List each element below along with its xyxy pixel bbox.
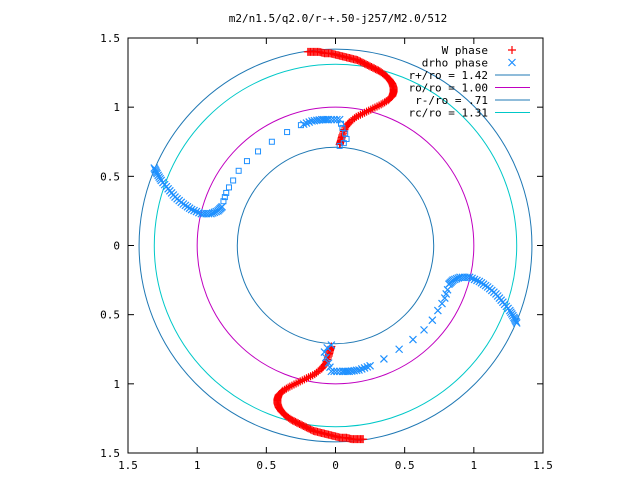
drho-phase-point bbox=[194, 208, 203, 217]
drho-phase-point bbox=[324, 359, 333, 368]
x-tick-label: 0.5 bbox=[395, 459, 415, 472]
circle-r-1 bbox=[196, 106, 475, 385]
drho-phase-point bbox=[366, 361, 375, 370]
drho-phase-point bbox=[243, 158, 250, 165]
drho-phase-point bbox=[330, 367, 339, 376]
drho-phase-point bbox=[220, 198, 227, 205]
drho-phase-point bbox=[190, 206, 198, 215]
drho-phase-point bbox=[352, 366, 361, 375]
x-tick-label: 1.5 bbox=[118, 459, 138, 472]
drho-phase-point bbox=[332, 115, 341, 124]
drho-phase-point bbox=[470, 275, 479, 284]
drho-phase-point bbox=[473, 276, 481, 285]
circle-r-0-71 bbox=[236, 146, 435, 345]
drho-phase-point bbox=[332, 367, 341, 376]
drho-phase-point bbox=[339, 124, 346, 131]
drho-phase-point bbox=[199, 209, 208, 218]
y-tick-label: 0.5 bbox=[100, 309, 120, 322]
drho-phase-point bbox=[357, 365, 366, 373]
x-tick-label: 1 bbox=[194, 459, 201, 472]
drho-phase-point bbox=[512, 319, 521, 327]
drho-phase-point bbox=[463, 273, 472, 282]
drho-phase-point bbox=[343, 135, 350, 142]
y-tick-label: 1.5 bbox=[100, 447, 120, 460]
x-tick-label: 0.5 bbox=[256, 459, 276, 472]
y-tick-label: 0 bbox=[113, 240, 120, 253]
drho-phase-point bbox=[341, 367, 350, 376]
drho-phase-point bbox=[302, 119, 311, 127]
legend-label: drho phase bbox=[422, 57, 488, 70]
drho-phase-point bbox=[235, 167, 242, 174]
drho-phase-point bbox=[442, 289, 451, 298]
drho-phase-point bbox=[305, 118, 314, 126]
drho-phase-point bbox=[335, 115, 344, 124]
drho-phase-point bbox=[342, 130, 349, 137]
drho-phase-point bbox=[255, 148, 262, 155]
drho-phase-point bbox=[323, 343, 332, 352]
drho-phase-point bbox=[321, 353, 330, 362]
drho-phase-point bbox=[310, 116, 319, 125]
circle-r-1-42 bbox=[138, 48, 533, 443]
x-tick-label: 0 bbox=[332, 459, 339, 472]
legend-label: ro/ro = 1.00 bbox=[409, 82, 488, 95]
legend-label: W phase bbox=[442, 44, 488, 57]
legend-label: r+/ro = 1.42 bbox=[409, 69, 488, 82]
legend-label: r-/ro = .71 bbox=[415, 94, 488, 107]
drho-phase-point bbox=[355, 366, 363, 374]
axes: 1.5 1 0.5 0 0.5 1 1.51.510.500.511.5 bbox=[100, 32, 553, 472]
drho-phase-point bbox=[360, 364, 369, 372]
drho-phase-point bbox=[465, 273, 474, 282]
y-tick-label: 1 bbox=[113, 378, 120, 391]
drho-phase-point bbox=[363, 362, 372, 371]
circle-r-1-31 bbox=[153, 63, 518, 428]
drho-phase-point bbox=[197, 209, 206, 218]
series-w-phase bbox=[273, 47, 398, 444]
drho-phase-point bbox=[428, 316, 437, 325]
drho-phase-point bbox=[192, 207, 201, 216]
drho-phase-point bbox=[433, 306, 442, 315]
drho-phase-point bbox=[284, 129, 291, 136]
drho-phase-point bbox=[438, 299, 446, 308]
legend-label: rc/ro = 1.31 bbox=[409, 107, 488, 120]
drho-phase-point bbox=[420, 325, 428, 334]
x-tick-label: 1 bbox=[471, 459, 478, 472]
drho-phase-point bbox=[395, 345, 404, 354]
reference-circles bbox=[138, 48, 533, 443]
drho-phase-point bbox=[297, 122, 304, 129]
series-drho-phase bbox=[150, 115, 521, 376]
drho-phase-point bbox=[440, 294, 449, 302]
y-tick-label: 0.5 bbox=[100, 170, 120, 183]
drho-phase-point bbox=[230, 177, 237, 184]
legend-swatch bbox=[508, 58, 516, 67]
drho-phase-point bbox=[468, 274, 477, 283]
drho-phase-point bbox=[379, 355, 388, 363]
drho-phase-point bbox=[268, 138, 275, 145]
data-series bbox=[150, 47, 521, 444]
drho-phase-point bbox=[225, 184, 232, 191]
drho-phase-point bbox=[330, 115, 339, 124]
chart-title: m2/n1.5/q2.0/r-+.50-j257/M2.0/512 bbox=[229, 12, 448, 25]
drho-phase-point bbox=[221, 194, 228, 201]
drho-phase-point bbox=[308, 117, 316, 125]
x-tick-label: 1.5 bbox=[533, 459, 553, 472]
drho-phase-point bbox=[321, 115, 330, 124]
y-tick-label: 1 bbox=[113, 101, 120, 114]
legend-swatch bbox=[508, 46, 516, 54]
y-tick-label: 1.5 bbox=[100, 32, 120, 45]
drho-phase-point bbox=[327, 341, 336, 350]
drho-phase-point bbox=[223, 189, 230, 196]
drho-phase-point bbox=[327, 367, 336, 376]
drho-phase-point bbox=[150, 164, 159, 172]
drho-phase-point bbox=[409, 335, 417, 344]
